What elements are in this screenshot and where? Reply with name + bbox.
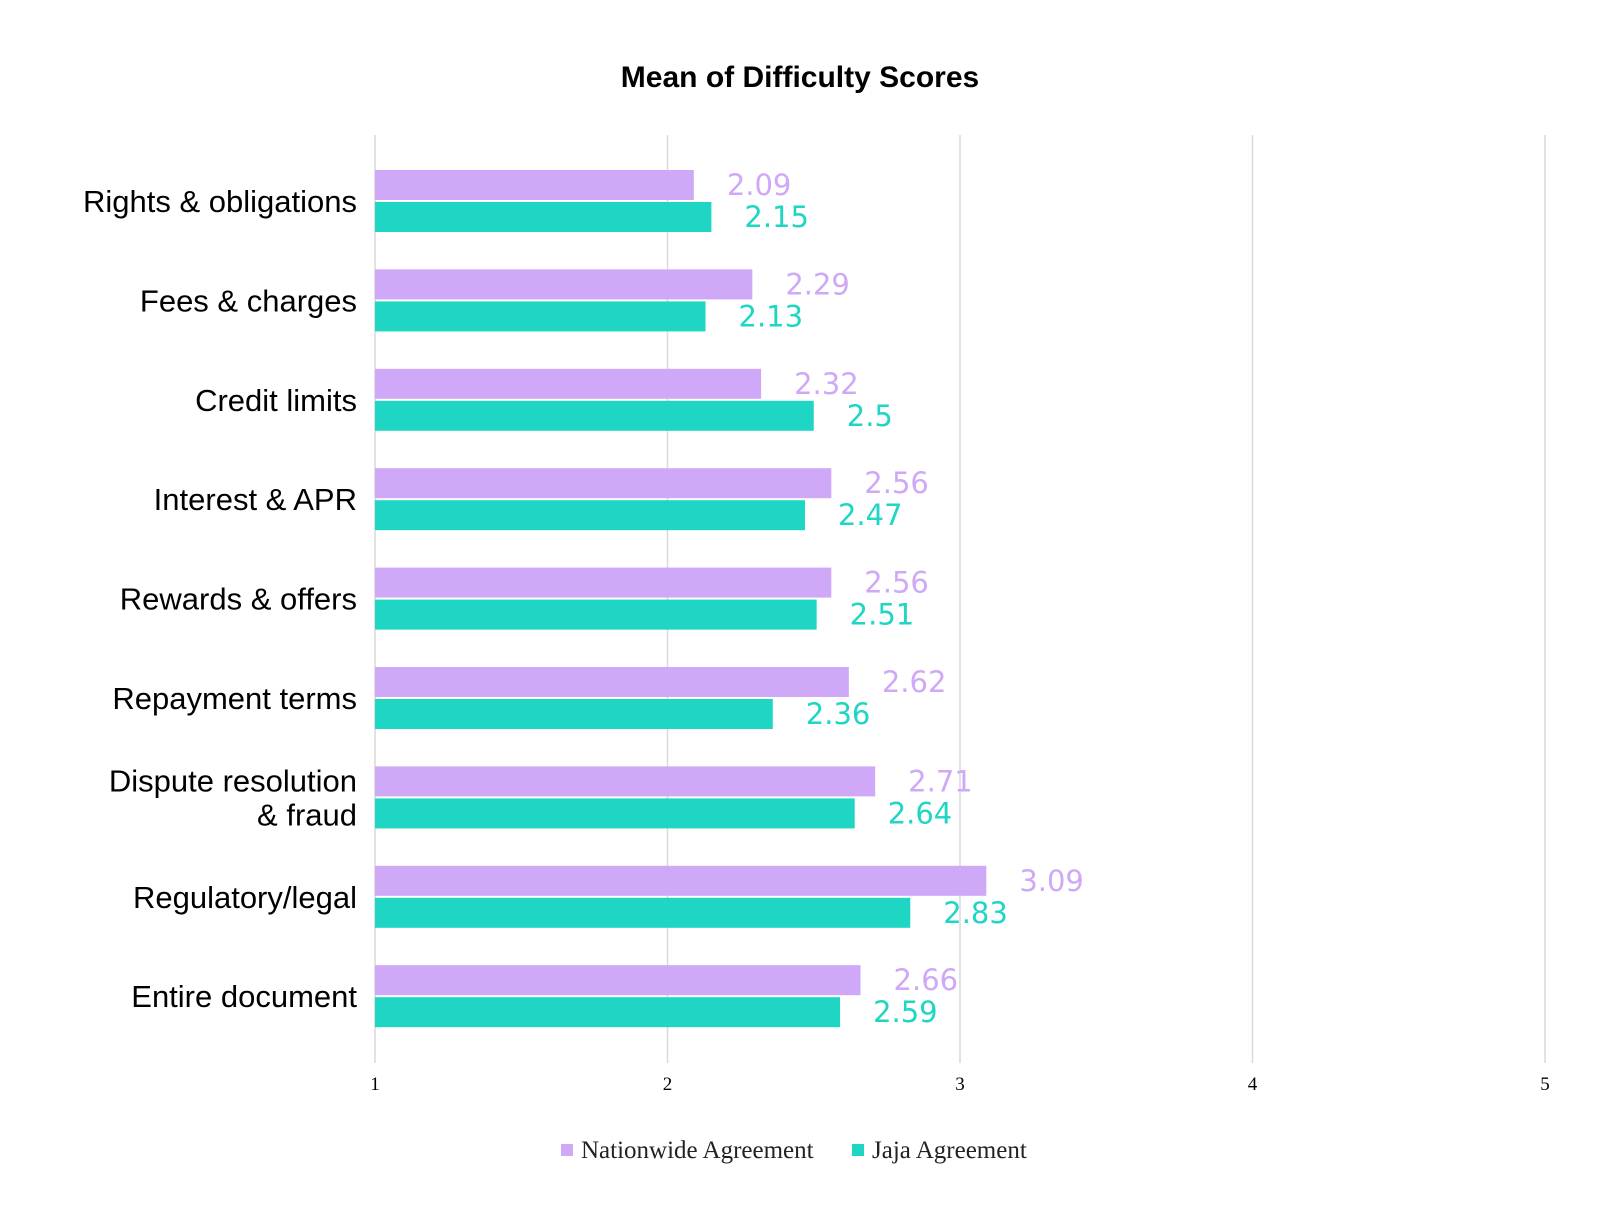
legend-swatch-jaja: [852, 1144, 864, 1156]
data-label-nationwide-4: 2.56: [864, 566, 929, 600]
legend-swatch-nationwide: [561, 1144, 573, 1156]
data-label-nationwide-5: 2.62: [882, 665, 947, 699]
category-label-6-line-1: & fraud: [257, 797, 357, 832]
data-label-jaja-7: 2.83: [943, 896, 1008, 930]
bar-jaja-5[interactable]: [375, 699, 773, 729]
x-tick-label-1: 1: [370, 1074, 380, 1095]
category-label-6-line-0: Dispute resolution: [109, 763, 357, 798]
legend-label-nationwide[interactable]: Nationwide Agreement: [581, 1137, 814, 1164]
x-tick-label-3: 3: [955, 1074, 965, 1095]
bar-nationwide-4[interactable]: [375, 567, 832, 598]
data-label-jaja-8: 2.59: [873, 995, 938, 1029]
data-label-nationwide-0: 2.09: [727, 168, 792, 202]
category-label-4: Rewards & offers: [120, 582, 357, 617]
data-label-nationwide-3: 2.56: [864, 466, 929, 500]
bar-jaja-7[interactable]: [375, 897, 911, 928]
category-label-8: Entire document: [131, 979, 357, 1014]
category-label-0: Rights & obligations: [83, 184, 357, 219]
x-axis-ticks: 1 2 3 4 5: [370, 1074, 1550, 1095]
bar-nationwide-3[interactable]: [375, 468, 832, 499]
data-label-jaja-3: 2.47: [838, 498, 903, 532]
bar-jaja-3[interactable]: [375, 500, 805, 531]
bar-nationwide-2[interactable]: [375, 368, 762, 399]
bar-jaja-6[interactable]: [375, 798, 855, 829]
bar-nationwide-6[interactable]: [375, 766, 876, 797]
legend-label-jaja[interactable]: Jaja Agreement: [872, 1137, 1027, 1164]
category-label-2: Credit limits: [195, 383, 357, 418]
data-label-jaja-2: 2.5: [847, 399, 893, 433]
bar-nationwide-0[interactable]: [375, 170, 694, 200]
data-label-nationwide-2: 2.32: [794, 367, 859, 401]
data-label-nationwide-6: 2.71: [908, 764, 973, 798]
bar-jaja-2[interactable]: [375, 400, 814, 431]
category-labels: Rights & obligations Fees & charges Credit…: [83, 184, 357, 1014]
x-tick-label-5: 5: [1540, 1074, 1550, 1095]
category-label-1: Fees & charges: [140, 283, 357, 318]
x-tick-label-2: 2: [663, 1074, 673, 1095]
data-label-nationwide-8: 2.66: [894, 963, 959, 997]
data-label-jaja-5: 2.36: [806, 697, 871, 731]
category-label-5: Repayment terms: [112, 681, 357, 716]
x-tick-label-4: 4: [1248, 1074, 1258, 1095]
data-label-jaja-4: 2.51: [850, 598, 915, 632]
category-label-7: Regulatory/legal: [133, 880, 357, 915]
bar-jaja-4[interactable]: [375, 599, 817, 630]
data-label-jaja-0: 2.15: [744, 200, 809, 234]
bar-jaja-8[interactable]: [375, 997, 841, 1028]
bars: [375, 170, 987, 1028]
data-label-nationwide-1: 2.29: [785, 267, 850, 301]
chart-title: Mean of Difficulty Scores: [621, 61, 979, 94]
data-label-jaja-1: 2.13: [739, 299, 804, 333]
bar-nationwide-7[interactable]: [375, 865, 987, 896]
value-labels: 2.092.152.292.132.322.52.562.472.562.512…: [727, 168, 1084, 1029]
data-label-jaja-6: 2.64: [888, 796, 953, 830]
legend[interactable]: Nationwide Agreement Jaja Agreement: [561, 1137, 1027, 1164]
data-label-nationwide-7: 3.09: [1019, 864, 1084, 898]
bar-jaja-0[interactable]: [375, 202, 712, 232]
bar-nationwide-8[interactable]: [375, 965, 861, 996]
bar-nationwide-1[interactable]: [375, 269, 753, 300]
bar-nationwide-5[interactable]: [375, 667, 849, 697]
bar-jaja-1[interactable]: [375, 301, 706, 332]
category-label-3: Interest & APR: [154, 482, 357, 517]
